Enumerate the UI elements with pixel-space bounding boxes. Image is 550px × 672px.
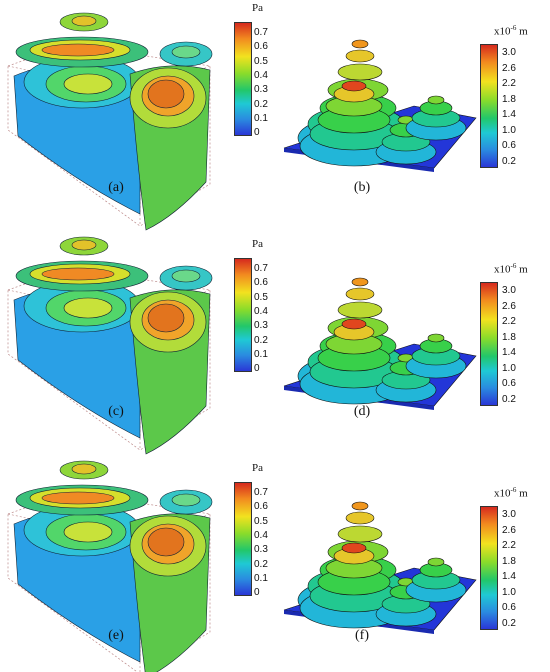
displacement-colorbar-tick: 0.2 [502, 155, 516, 167]
displacement-colorbar-tick: 0.2 [502, 393, 516, 405]
displacement-colorbar-tick: 0.2 [502, 617, 516, 629]
displacement-colorbar-tick: 1.4 [502, 109, 516, 120]
displacement-field-panel: x10-6 m 3.0 2.6 2.2 1.8 1.4 1.0 0.6 0.2 (b) [280, 0, 550, 224]
pressure-colorbar [234, 22, 252, 136]
displacement-colorbar [480, 506, 498, 630]
pressure-colorbar [234, 258, 252, 372]
displacement-colorbar-unit: x10-6 m [494, 486, 528, 500]
displacement-colorbar-tick: 2.6 [502, 300, 516, 312]
pressure-colorbar-tick: 0.1 [254, 112, 268, 124]
displacement-colorbar-tick: 0.6 [502, 140, 516, 151]
panel-caption: (c) [108, 404, 124, 419]
pressure-colorbar-tick: 0.3 [254, 320, 268, 332]
pressure-colorbar-tick: 0 [254, 127, 260, 139]
displacement-colorbar [480, 44, 498, 168]
pressure-colorbar-tick: 0 [254, 587, 260, 599]
displacement-surface-render [283, 39, 477, 172]
panel-caption: (d) [353, 404, 371, 419]
panel-caption: (b) [353, 180, 371, 195]
pressure-colorbar-tick: 0.5 [254, 291, 268, 303]
displacement-colorbar-tick: 2.6 [502, 524, 516, 536]
pressure-colorbar-tick: 0.4 [254, 529, 268, 541]
pressure-field-panel: Pa 0.7 0.6 0.5 0.4 0.3 0.2 0.1 0 (e) [0, 448, 280, 672]
pressure-colorbar-tick: 0.5 [254, 55, 268, 67]
displacement-colorbar-tick: 1.4 [502, 347, 516, 358]
displacement-colorbar-tick: 1.8 [502, 555, 516, 567]
pressure-isosurface-render [7, 460, 213, 672]
figure-row: Pa 0.7 0.6 0.5 0.4 0.3 0.2 0.1 0 (e) x10-6 m 3.0 2.6… [0, 448, 550, 672]
pressure-colorbar-tick: 0.1 [254, 572, 268, 584]
pressure-colorbar-tick: 0.2 [254, 334, 268, 346]
displacement-colorbar-tick: 3.0 [502, 47, 516, 58]
pressure-colorbar-tick: 0.1 [254, 348, 268, 360]
pressure-colorbar-tick: 0.3 [254, 84, 268, 96]
pressure-colorbar-unit: Pa [252, 462, 263, 474]
pressure-colorbar-tick: 0.3 [254, 544, 268, 556]
displacement-surface-render [283, 277, 477, 410]
figure-row: Pa 0.7 0.6 0.5 0.4 0.3 0.2 0.1 0 (c) x10-6 m 3.0 2.6… [0, 224, 550, 455]
pressure-colorbar-tick: 0.5 [254, 515, 268, 527]
pressure-isosurface-render [7, 12, 213, 231]
displacement-colorbar-tick: 1.8 [502, 93, 516, 105]
displacement-colorbar-tick: 1.0 [502, 586, 516, 598]
displacement-colorbar-tick: 2.6 [502, 62, 516, 74]
displacement-colorbar-tick: 0.6 [502, 378, 516, 389]
displacement-colorbar-tick: 2.2 [502, 316, 516, 327]
displacement-colorbar-tick: 1.0 [502, 124, 516, 136]
displacement-colorbar-tick: 3.0 [502, 509, 516, 520]
pressure-colorbar-unit: Pa [252, 2, 263, 14]
panel-caption: (a) [108, 180, 124, 195]
pressure-colorbar-tick: 0.6 [254, 277, 268, 289]
pressure-field-panel: Pa 0.7 0.6 0.5 0.4 0.3 0.2 0.1 0 (c) [0, 224, 280, 455]
displacement-colorbar-tick: 2.2 [502, 78, 516, 89]
displacement-colorbar-tick: 0.6 [502, 602, 516, 613]
displacement-colorbar-unit: x10-6 m [494, 262, 528, 276]
displacement-field-panel: x10-6 m 3.0 2.6 2.2 1.8 1.4 1.0 0.6 0.2 (f) [280, 448, 550, 672]
displacement-colorbar-tick: 1.0 [502, 362, 516, 374]
displacement-colorbar-unit: x10-6 m [494, 24, 528, 38]
pressure-isosurface-render [7, 236, 213, 455]
pressure-colorbar-tick: 0.4 [254, 69, 268, 81]
pressure-colorbar-tick: 0.7 [254, 487, 268, 498]
pressure-colorbar [234, 482, 252, 596]
displacement-surface-render [283, 501, 477, 634]
displacement-colorbar-tick: 2.2 [502, 540, 516, 551]
figure-row: Pa 0.7 0.6 0.5 0.4 0.3 0.2 0.1 0 (a) x10-6 m 3.0 2.6… [0, 0, 550, 231]
pressure-colorbar-unit: Pa [252, 238, 263, 250]
panel-caption: (f) [355, 628, 369, 643]
pressure-colorbar-tick: 0.2 [254, 558, 268, 570]
pressure-colorbar-tick: 0.6 [254, 501, 268, 513]
displacement-colorbar-tick: 1.4 [502, 571, 516, 582]
pressure-colorbar-tick: 0.2 [254, 98, 268, 110]
pressure-colorbar-tick: 0.7 [254, 263, 268, 274]
pressure-colorbar-tick: 0.7 [254, 27, 268, 38]
pressure-field-panel: Pa 0.7 0.6 0.5 0.4 0.3 0.2 0.1 0 (a) [0, 0, 280, 231]
displacement-colorbar-tick: 3.0 [502, 285, 516, 296]
pressure-colorbar-tick: 0 [254, 363, 260, 375]
panel-caption: (e) [108, 628, 124, 643]
displacement-colorbar-tick: 1.8 [502, 331, 516, 343]
displacement-field-panel: x10-6 m 3.0 2.6 2.2 1.8 1.4 1.0 0.6 0.2 (d) [280, 224, 550, 448]
pressure-colorbar-tick: 0.6 [254, 41, 268, 53]
pressure-colorbar-tick: 0.4 [254, 305, 268, 317]
displacement-colorbar [480, 282, 498, 406]
